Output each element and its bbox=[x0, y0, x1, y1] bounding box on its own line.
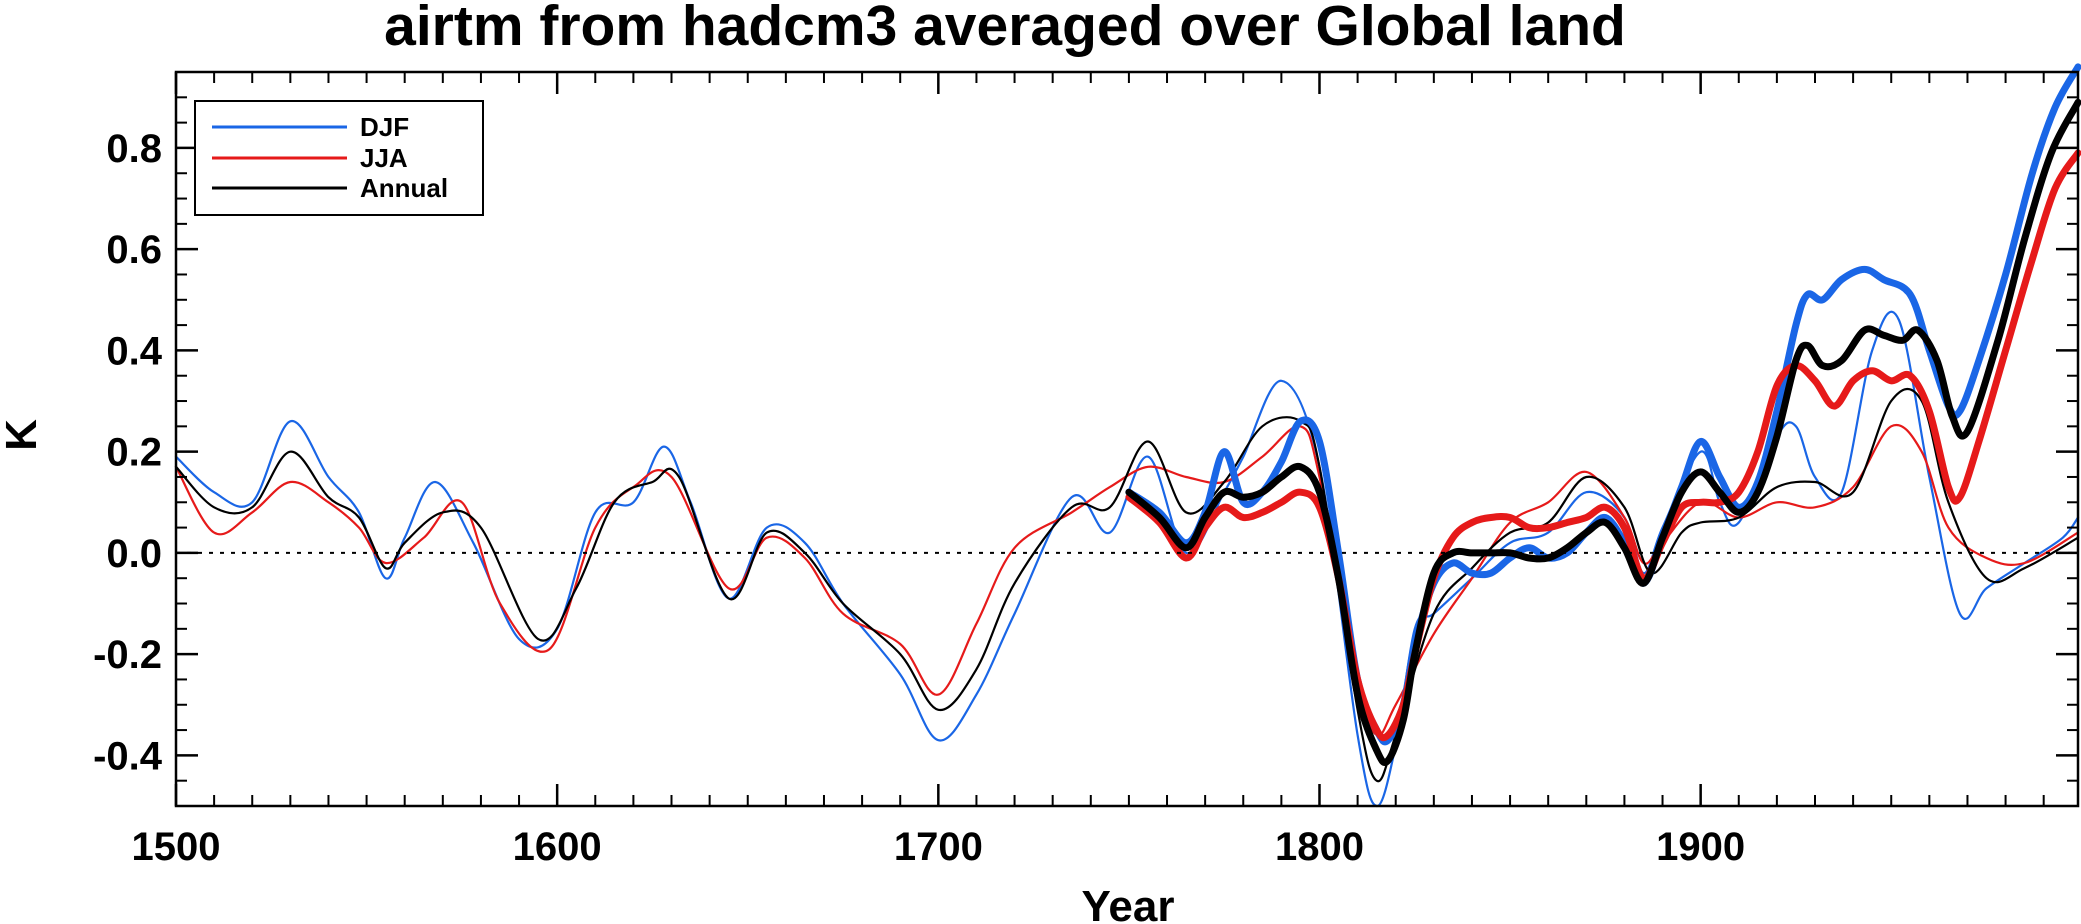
chart-title: airtm from hadcm3 averaged over Global l… bbox=[384, 0, 1626, 58]
series-layer bbox=[174, 63, 2081, 808]
series-line-jja-thick bbox=[1125, 149, 2081, 742]
x-tick-label: 1900 bbox=[1656, 825, 1745, 869]
y-tick-label: 0.4 bbox=[106, 329, 162, 373]
x-tick-label: 1700 bbox=[894, 825, 983, 869]
x-tick-label: 1600 bbox=[513, 825, 602, 869]
y-tick-label: 0.2 bbox=[106, 431, 162, 475]
series-line-djf-thick bbox=[1125, 63, 2081, 746]
series-line-jja-thin bbox=[174, 423, 2080, 737]
y-tick-label: -0.2 bbox=[93, 633, 162, 677]
legend-label-annual: Annual bbox=[360, 173, 448, 203]
x-tick-label: 1800 bbox=[1275, 825, 1364, 869]
y-tick-label: 0.6 bbox=[106, 228, 162, 272]
y-tick-label: 0.8 bbox=[106, 127, 162, 171]
y-tick-label: 0.0 bbox=[106, 532, 162, 576]
y-tick-label: -0.4 bbox=[93, 734, 163, 778]
series-line-djf-thin bbox=[174, 310, 2080, 808]
ticks-layer: 1500 1600 1700 1800 1900 -0.4 -0.2 0.0 0.2 0.4 0.6… bbox=[93, 72, 2078, 869]
series-line-annual-thin bbox=[174, 387, 2080, 783]
y-axis-label: K bbox=[0, 419, 46, 451]
plot-frame bbox=[174, 70, 2080, 808]
legend: DJF JJA Annual bbox=[194, 100, 484, 216]
series-line-annual-thick bbox=[1125, 98, 2081, 766]
legend-label-jja: JJA bbox=[360, 143, 408, 173]
x-tick-label: 1500 bbox=[132, 825, 221, 869]
x-axis-label: Year bbox=[1082, 882, 1175, 924]
legend-label-djf: DJF bbox=[360, 112, 409, 142]
